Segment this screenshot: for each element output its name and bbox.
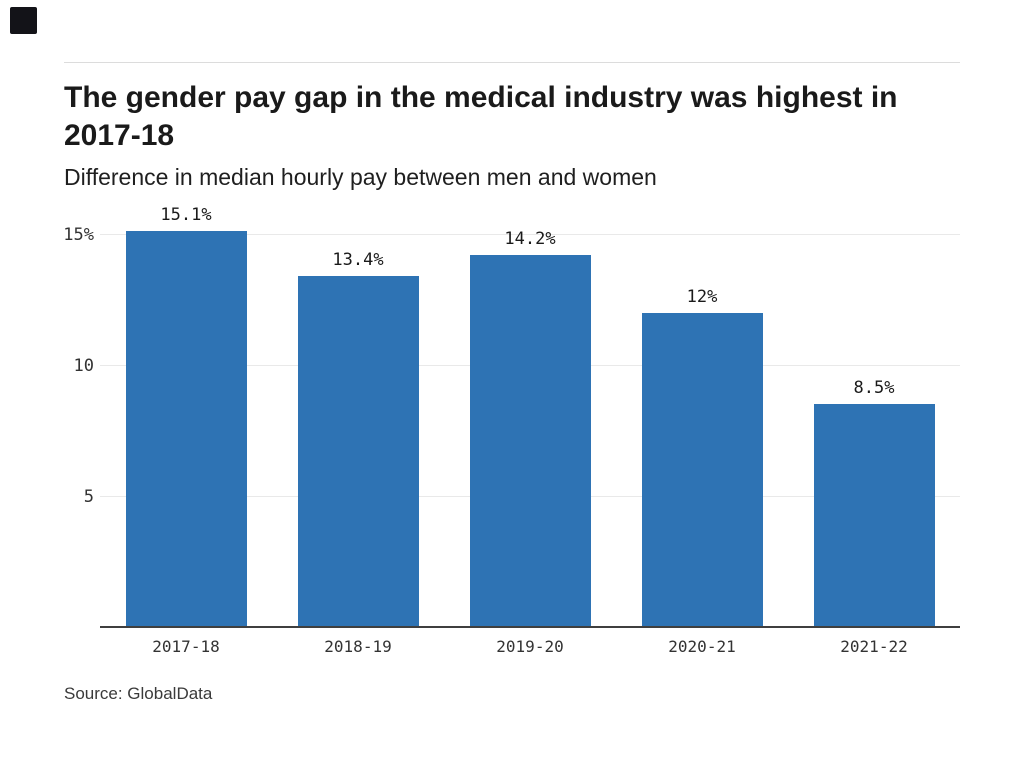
chart-title-line-2: 2017-18 — [64, 119, 175, 152]
bar-2021-22 — [813, 404, 935, 627]
header-divider — [64, 62, 960, 63]
brand-logo-icon — [10, 7, 37, 34]
bar-2017-18 — [125, 231, 247, 627]
x-axis-tick-label: 2020-21 — [668, 637, 736, 656]
x-axis-tick-label: 2017-18 — [152, 637, 220, 656]
chart-subtitle: Difference in median hourly pay between … — [64, 164, 657, 190]
x-axis-tick-label: 2019-20 — [496, 637, 564, 656]
bar-value-label: 14.2% — [504, 228, 556, 249]
bar-2019-20 — [469, 254, 591, 627]
y-gridline — [100, 234, 960, 235]
x-axis-line — [100, 626, 960, 628]
bar-value-label: 8.5% — [853, 378, 895, 399]
x-axis-tick-label: 2018-19 — [324, 637, 392, 656]
bar-value-label: 15.1% — [160, 205, 212, 226]
bar-value-label: 12% — [686, 286, 718, 307]
source-attribution: Source: GlobalData — [64, 684, 213, 703]
y-axis-tick-label: 15% — [63, 225, 94, 245]
x-axis-tick-label: 2021-22 — [840, 637, 908, 656]
bar-2018-19 — [297, 275, 419, 627]
bar-2020-21 — [641, 312, 763, 627]
y-axis-tick-label: 5 — [83, 487, 94, 507]
y-axis-tick-label: 10 — [73, 356, 94, 376]
bar-value-label: 13.4% — [332, 249, 384, 270]
chart-title: The gender pay gap in the medical indust… — [64, 79, 974, 155]
chart-title-line-1: The gender pay gap in the medical indust… — [64, 81, 898, 114]
